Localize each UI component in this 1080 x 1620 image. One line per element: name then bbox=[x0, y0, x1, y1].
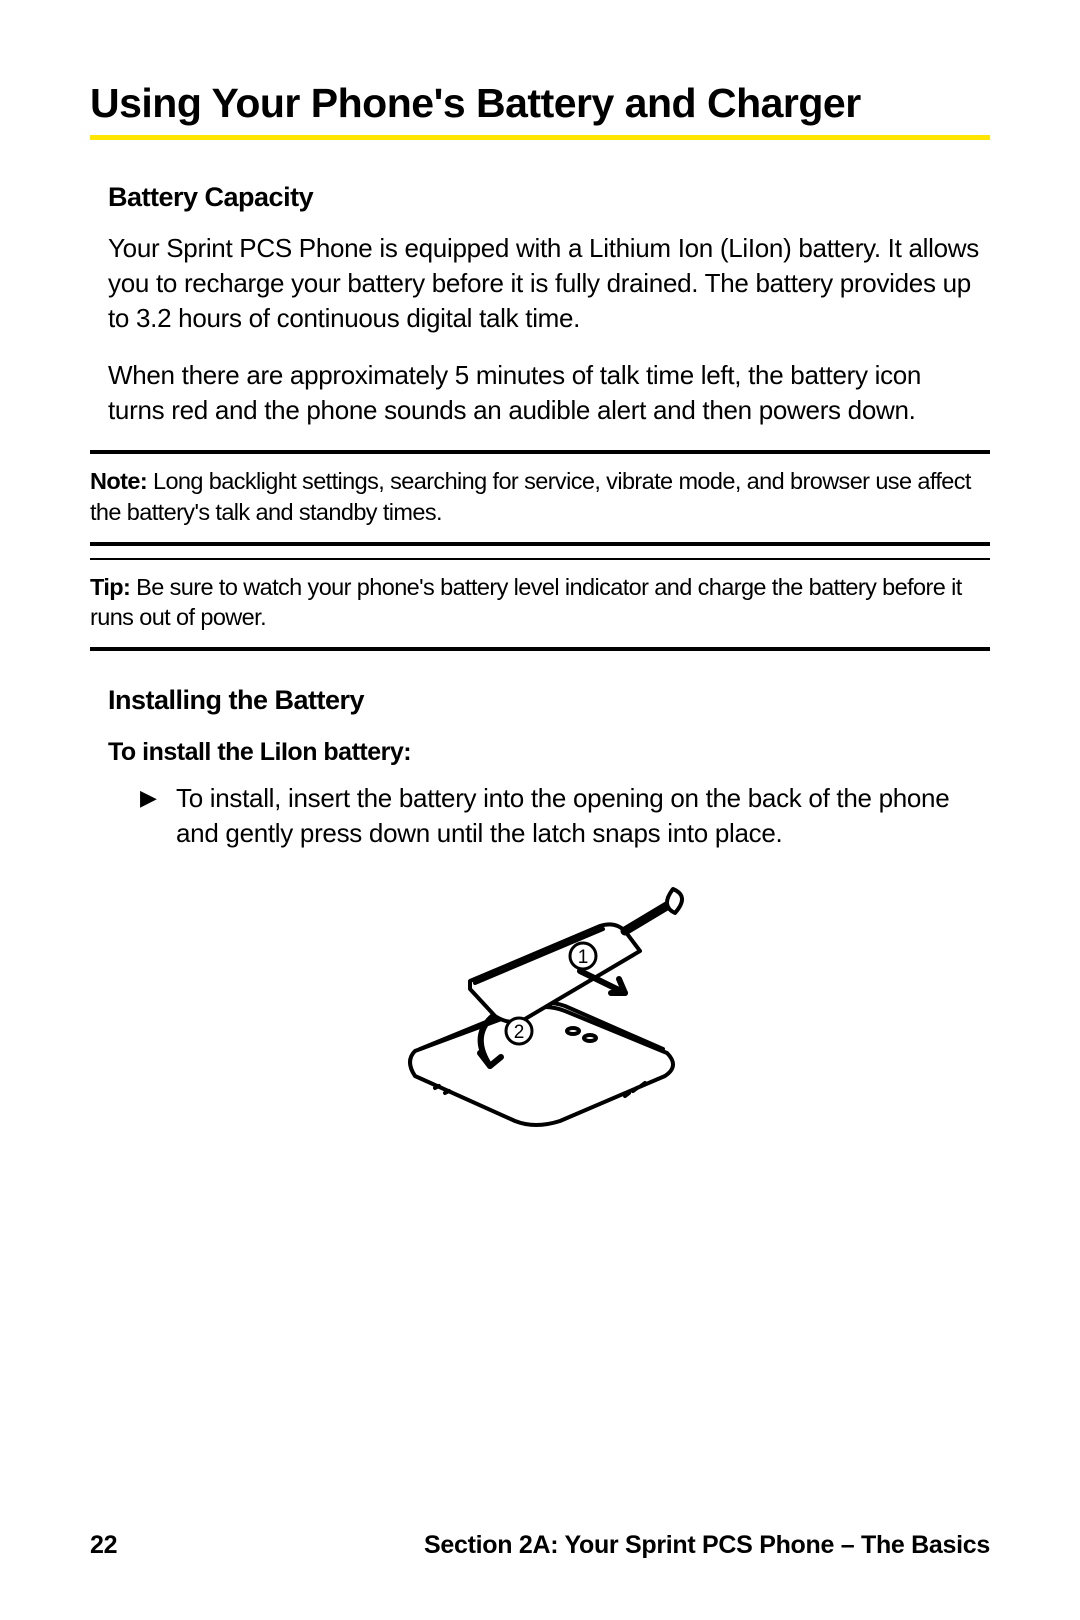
para-battery-capacity-2: When there are approximately 5 minutes o… bbox=[108, 358, 980, 428]
note-text: Long backlight settings, searching for s… bbox=[90, 468, 971, 525]
tip-text: Be sure to watch your phone's battery le… bbox=[90, 574, 962, 631]
note-label: Note: bbox=[90, 468, 147, 494]
heading-battery-capacity: Battery Capacity bbox=[108, 182, 990, 213]
heading-installing-battery: Installing the Battery bbox=[108, 685, 990, 716]
page-number: 22 bbox=[90, 1531, 117, 1560]
phone-illustration-icon: 1 2 bbox=[375, 871, 705, 1131]
bullet-arrow-icon: ▶ bbox=[140, 781, 176, 851]
install-bullet-row: ▶ To install, insert the battery into th… bbox=[140, 781, 980, 851]
subheading-install-liion: To install the LiIon battery: bbox=[108, 738, 990, 767]
tip-callout: Tip: Be sure to watch your phone's batte… bbox=[90, 558, 990, 651]
section-label: Section 2A: Your Sprint PCS Phone – The … bbox=[424, 1531, 990, 1560]
tip-label: Tip: bbox=[90, 574, 130, 600]
para-battery-capacity-1: Your Sprint PCS Phone is equipped with a… bbox=[108, 231, 980, 336]
page-footer: 22 Section 2A: Your Sprint PCS Phone – T… bbox=[90, 1531, 990, 1560]
install-bullet-text: To install, insert the battery into the … bbox=[176, 781, 980, 851]
figure-label-2: 2 bbox=[514, 1022, 525, 1043]
figure-label-1: 1 bbox=[578, 947, 589, 968]
battery-install-figure: 1 2 bbox=[90, 871, 990, 1131]
note-callout: Note: Long backlight settings, searching… bbox=[90, 450, 990, 545]
page-title: Using Your Phone's Battery and Charger bbox=[90, 80, 990, 140]
